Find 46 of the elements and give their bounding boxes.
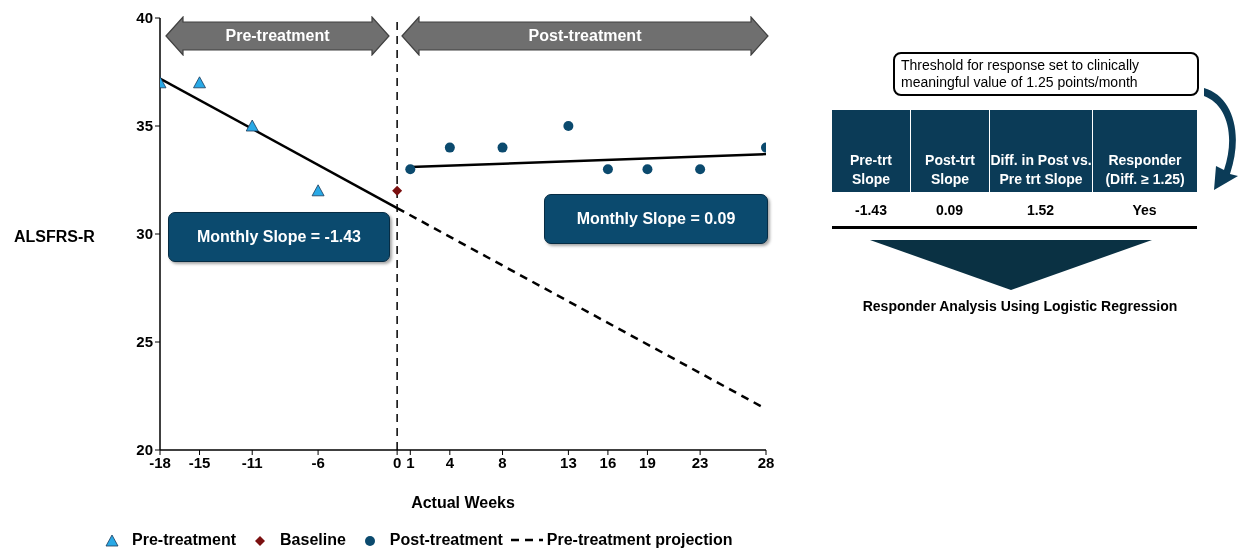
x-tick-label: 19	[639, 453, 656, 471]
legend-label: Post-treatment	[389, 531, 503, 549]
x-tick-label: 13	[560, 453, 577, 471]
text: 0.09	[934, 202, 965, 218]
x-tick-label: 1	[406, 453, 415, 471]
x-tick-label: -11	[241, 453, 263, 471]
point	[311, 184, 325, 197]
point	[193, 76, 206, 89]
legend-label: Pre-treatment	[132, 531, 237, 549]
point	[602, 164, 613, 175]
x-tick-label: 28	[757, 453, 775, 471]
x-tick-label: 8	[498, 453, 507, 471]
point	[444, 142, 455, 153]
point	[642, 164, 653, 175]
text: 1.52	[1025, 202, 1056, 218]
point	[405, 164, 416, 175]
legend-label: Baseline	[280, 531, 346, 549]
text: Pre-trt Slope	[849, 151, 893, 189]
point	[563, 121, 574, 131]
text: Yes	[1131, 202, 1158, 218]
x-tick-label: 0	[392, 453, 402, 471]
x-tick-label: -15	[188, 453, 211, 471]
annotation: Pre-treatment	[224, 26, 331, 45]
x-tick-label: -6	[311, 453, 325, 471]
x-tick-label: 23	[691, 453, 709, 471]
y-tick-label: 40	[136, 9, 153, 27]
legend-label: Pre-treatment projection	[546, 531, 733, 549]
x-axis-title: Actual Weeks	[410, 494, 516, 512]
y-tick-label: 20	[136, 441, 153, 459]
text: Responder (Diff. ≥ 1.25)	[1092, 110, 1197, 192]
text: Post-trt Slope	[910, 110, 989, 192]
text: Diff. in Post vs. Pre trt Slope	[989, 110, 1092, 192]
y-tick-label: 35	[136, 117, 153, 135]
point	[392, 185, 403, 196]
text: Responder Analysis Using Logistic Regression	[861, 298, 1179, 314]
point	[245, 119, 259, 132]
y-axis-title: ALSFRS-R	[14, 228, 95, 246]
text: Threshold for response set to clinically meaningful value of 1.25 points/month	[893, 52, 1199, 96]
point	[695, 164, 706, 175]
annotation: Post-treatment	[527, 26, 643, 45]
x-tick-label: 4	[445, 453, 455, 471]
x-tick-label: 16	[599, 453, 617, 471]
point	[497, 142, 508, 153]
text: -1.43	[854, 202, 888, 218]
y-tick-label: 30	[136, 225, 153, 243]
y-tick-label: 25	[136, 333, 153, 351]
